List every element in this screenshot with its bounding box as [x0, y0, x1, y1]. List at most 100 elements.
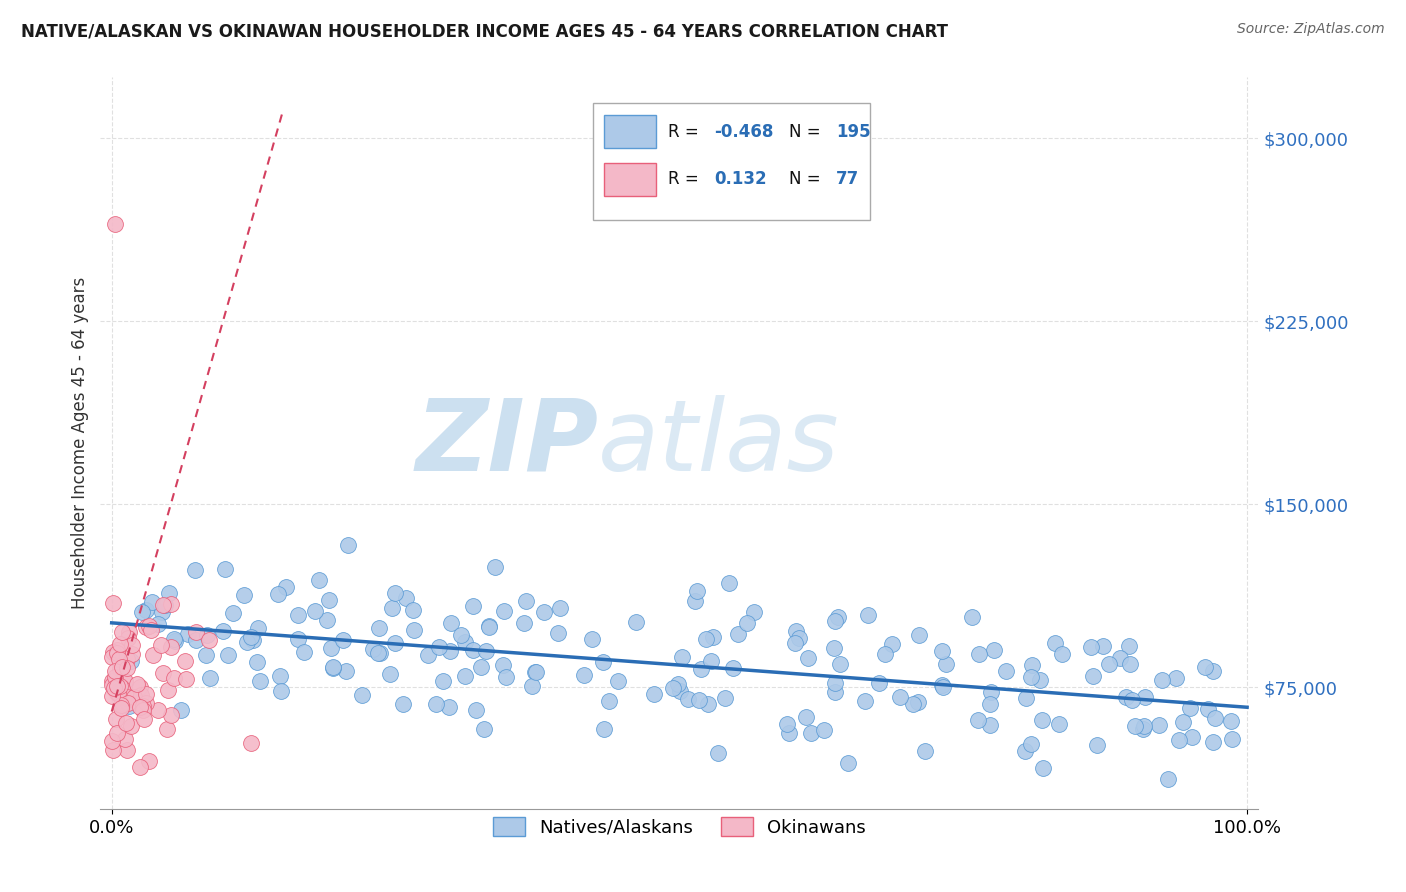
Point [1043, 636, 1066, 650]
Point [495, 670, 517, 684]
Point [1149, 717, 1171, 731]
Point [440, 615, 463, 630]
Point [335, 665, 357, 679]
Point [195, 648, 218, 662]
Point [1119, 657, 1142, 672]
Point [853, 694, 876, 708]
Point [1123, 719, 1146, 733]
Text: R =: R = [668, 170, 704, 188]
Point [135, 602, 157, 616]
Point [233, 588, 256, 602]
Point [463, 642, 485, 657]
Point [101, 742, 124, 756]
Point [120, 719, 142, 733]
Point [184, 624, 207, 639]
Point [266, 586, 288, 600]
Point [721, 661, 744, 675]
Point [121, 647, 143, 661]
Point [800, 725, 823, 739]
Point [160, 640, 183, 655]
Point [470, 660, 492, 674]
Point [104, 665, 127, 679]
Point [135, 620, 157, 634]
Point [211, 624, 233, 638]
Point [1031, 760, 1053, 774]
Point [114, 673, 136, 688]
Point [105, 726, 128, 740]
Point [454, 668, 477, 682]
Point [115, 690, 138, 704]
Point [592, 655, 614, 669]
Point [108, 662, 131, 676]
Point [547, 625, 569, 640]
Point [465, 703, 488, 717]
Point [101, 596, 124, 610]
Point [402, 603, 425, 617]
Point [222, 607, 245, 621]
Point [274, 580, 297, 594]
Point [1109, 651, 1132, 665]
Point [117, 691, 139, 706]
Point [152, 665, 174, 680]
Point [932, 680, 955, 694]
Point [1194, 660, 1216, 674]
Point [139, 623, 162, 637]
Point [908, 628, 931, 642]
Text: N =: N = [789, 170, 827, 188]
Point [384, 585, 406, 599]
Point [217, 648, 239, 662]
Text: 0.132: 0.132 [714, 170, 766, 188]
Point [907, 695, 929, 709]
Point [103, 681, 125, 695]
Point [332, 633, 354, 648]
Point [249, 674, 271, 689]
Point [425, 697, 447, 711]
Point [132, 712, 155, 726]
Point [794, 709, 817, 723]
Point [104, 670, 127, 684]
Point [148, 617, 170, 632]
Point [246, 655, 269, 669]
Point [160, 597, 183, 611]
Point [1181, 730, 1204, 744]
Point [491, 657, 513, 672]
Point [380, 666, 402, 681]
Point [523, 665, 546, 679]
Point [1047, 717, 1070, 731]
Point [494, 604, 516, 618]
Point [287, 632, 309, 646]
Point [287, 607, 309, 622]
Point [1204, 711, 1226, 725]
Point [270, 684, 292, 698]
Point [146, 704, 169, 718]
Point [837, 756, 859, 770]
Point [1021, 657, 1043, 672]
Point [437, 700, 460, 714]
Point [156, 683, 179, 698]
Point [395, 591, 418, 605]
Point [484, 560, 506, 574]
Point [304, 604, 326, 618]
Point [1021, 737, 1043, 751]
Point [1121, 692, 1143, 706]
Point [1222, 731, 1244, 746]
Point [367, 646, 389, 660]
Point [153, 599, 176, 613]
Point [108, 637, 131, 651]
Point [117, 696, 139, 710]
Point [668, 684, 690, 698]
Point [1091, 640, 1114, 654]
Point [1178, 701, 1201, 715]
Point [824, 676, 846, 690]
Point [979, 697, 1001, 711]
Point [873, 647, 896, 661]
Point [931, 677, 953, 691]
Point [163, 671, 186, 685]
Point [931, 644, 953, 658]
Point [695, 632, 717, 646]
Point [214, 562, 236, 576]
Point [828, 657, 851, 672]
Point [574, 667, 596, 681]
Point [606, 673, 628, 688]
Point [239, 736, 262, 750]
